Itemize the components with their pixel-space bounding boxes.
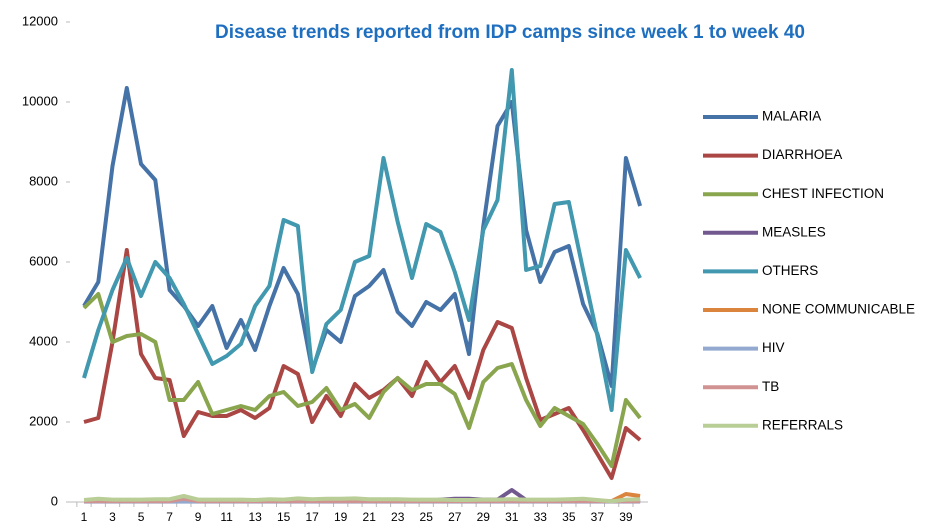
legend-label: TB — [762, 379, 779, 394]
x-tick-label: 31 — [505, 510, 519, 524]
chart-title: Disease trends reported from IDP camps s… — [215, 22, 805, 43]
y-tick-label: 12000 — [22, 13, 58, 28]
legend-label: HIV — [762, 340, 785, 355]
x-tick-label: 33 — [534, 510, 548, 524]
x-tick-label: 5 — [138, 510, 145, 524]
legend-label: CHEST INFECTION — [762, 186, 884, 201]
x-tick-label: 21 — [363, 510, 377, 524]
x-tick-label: 1 — [81, 510, 88, 524]
legend-label: OTHERS — [762, 263, 818, 278]
x-tick-label: 25 — [420, 510, 434, 524]
x-tick-label: 39 — [619, 510, 633, 524]
x-tick-label: 35 — [562, 510, 576, 524]
x-tick-label: 29 — [477, 510, 491, 524]
x-tick-label: 23 — [391, 510, 405, 524]
series-line — [82, 292, 642, 468]
x-tick-label: 19 — [334, 510, 348, 524]
y-tick-label: 2000 — [29, 413, 58, 428]
series-line — [82, 86, 643, 388]
x-tick-label: 11 — [220, 510, 233, 524]
y-tick-label: 4000 — [29, 333, 58, 348]
legend-label: NONE COMMUNICABLE — [762, 302, 915, 317]
x-tick-label: 3 — [109, 510, 116, 524]
legend-label: REFERRALS — [762, 417, 843, 432]
y-tick-label: 6000 — [29, 253, 58, 268]
legend-label: MEASLES — [762, 224, 826, 239]
x-tick-label: 7 — [166, 510, 173, 524]
series-line — [82, 68, 642, 412]
series-line — [83, 494, 641, 504]
y-tick-label: 10000 — [22, 93, 58, 108]
y-tick-label: 8000 — [29, 173, 58, 188]
x-tick-label: 9 — [195, 510, 202, 524]
x-tick-label: 13 — [248, 510, 262, 524]
legend-label: MALARIA — [762, 109, 821, 124]
legend-label: DIARRHOEA — [762, 147, 842, 162]
x-tick-label: 17 — [305, 510, 319, 524]
x-tick-label: 27 — [448, 510, 462, 524]
y-tick-label: 0 — [51, 493, 58, 508]
x-tick-label: 15 — [277, 510, 291, 524]
x-tick-label: 37 — [591, 510, 605, 524]
